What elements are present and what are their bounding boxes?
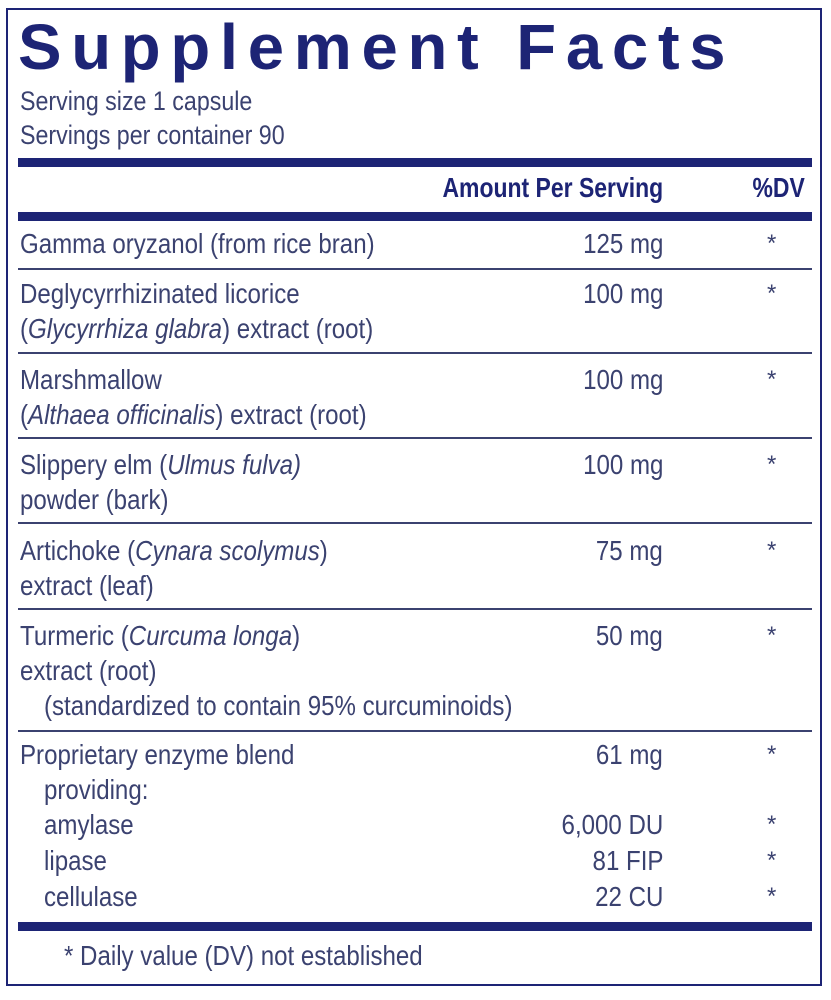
ingredient-name-line: Artichoke (Cynara scolymus) [20,533,328,568]
ingredient-name-line: providing: [44,772,148,807]
ingredient-name-line: Gamma oryzanol (from rice bran) [20,226,375,261]
amount-per-serving: 100 mg [582,449,663,480]
ingredient-name-line: extract (root) [20,653,156,688]
ingredient-name-line: Turmeric (Curcuma longa) [20,618,300,653]
ingredient-text: powder (bark) [20,484,169,515]
sub-ingredient-name: cellulase [44,881,138,912]
daily-value: * [767,883,777,910]
sub-ingredient-amount: 81 FIP [592,845,663,876]
divider-thick [18,212,812,221]
sub-ingredient-name: lipase [44,845,107,876]
sub-ingredient-amount: 22 CU [594,881,663,912]
ingredient-name-line: (Glycyrrhiza glabra) extract (root) [20,311,373,346]
ingredient-name-line: (standardized to contain 95% curcuminoid… [44,688,512,723]
ingredient-name-line: Marshmallow [20,362,162,397]
amount-per-serving: 100 mg [582,278,663,309]
daily-value: * [767,847,777,874]
ingredient-name-line: powder (bark) [20,482,169,517]
daily-value: * [767,230,777,257]
label-title: Supplement Facts [18,11,736,83]
ingredient-text: ) extract (root) [215,399,367,430]
ingredient-name-line: Deglycyrrhizinated licorice [20,276,300,311]
serving-size: Serving size 1 capsule [20,86,253,116]
divider-thick [18,158,812,167]
daily-value: * [767,366,777,393]
ingredient-text: Deglycyrrhizinated licorice [20,278,300,309]
footnote: * Daily value (DV) not established [64,940,423,971]
botanical-name: Althaea officinalis [28,399,216,430]
amount-per-serving: 100 mg [582,364,663,395]
ingredient-text: extract (root) [20,655,157,686]
ingredient-text: Proprietary enzyme blend [20,739,295,770]
ingredient-text: Slippery elm ( [20,449,168,480]
ingredient-text: ) [319,535,328,566]
row-divider [18,437,812,439]
header-amount: Amount Per Serving [442,172,663,203]
daily-value: * [767,280,777,307]
daily-value: * [767,622,777,649]
ingredient-text: (standardized to contain 95% curcuminoid… [44,690,513,721]
ingredient-text: providing: [44,774,149,805]
sub-ingredient-name: amylase [44,809,134,840]
ingredient-text: ( [20,313,29,344]
daily-value: * [767,741,777,768]
ingredient-name-line: (Althaea officinalis) extract (root) [20,397,367,432]
servings-per-container: Servings per container 90 [20,120,285,150]
header-dv: %DV [752,172,805,203]
amount-per-serving: 61 mg [596,739,663,770]
amount-per-serving: 125 mg [582,228,663,259]
daily-value: * [767,811,777,838]
ingredient-text: ( [20,399,29,430]
botanical-name: Glycyrrhiza glabra [28,313,223,344]
row-divider [18,730,812,732]
ingredient-name-line: Proprietary enzyme blend [20,737,294,772]
divider-thick [18,922,812,931]
row-divider [18,268,812,270]
daily-value: * [767,451,777,478]
label-frame [6,8,822,986]
ingredient-text: Marshmallow [20,364,162,395]
ingredient-text: Gamma oryzanol (from rice bran) [20,228,375,259]
botanical-name: Curcuma longa [128,620,293,651]
amount-per-serving: 50 mg [596,620,663,651]
row-divider [18,608,812,610]
sub-ingredient-amount: 6,000 DU [561,809,663,840]
amount-per-serving: 75 mg [596,535,663,566]
row-divider [18,352,812,354]
ingredient-name-line: Slippery elm (Ulmus fulva) [20,447,301,482]
ingredient-text: ) extract (root) [222,313,374,344]
ingredient-text: ) [292,620,301,651]
ingredient-text: Artichoke ( [20,535,136,566]
botanical-name: Ulmus fulva) [167,449,302,480]
ingredient-text: extract (leaf) [20,570,154,601]
daily-value: * [767,537,777,564]
ingredient-text: Turmeric ( [20,620,129,651]
ingredient-name-line: extract (leaf) [20,568,154,603]
botanical-name: Cynara scolymus [135,535,320,566]
row-divider [18,522,812,524]
